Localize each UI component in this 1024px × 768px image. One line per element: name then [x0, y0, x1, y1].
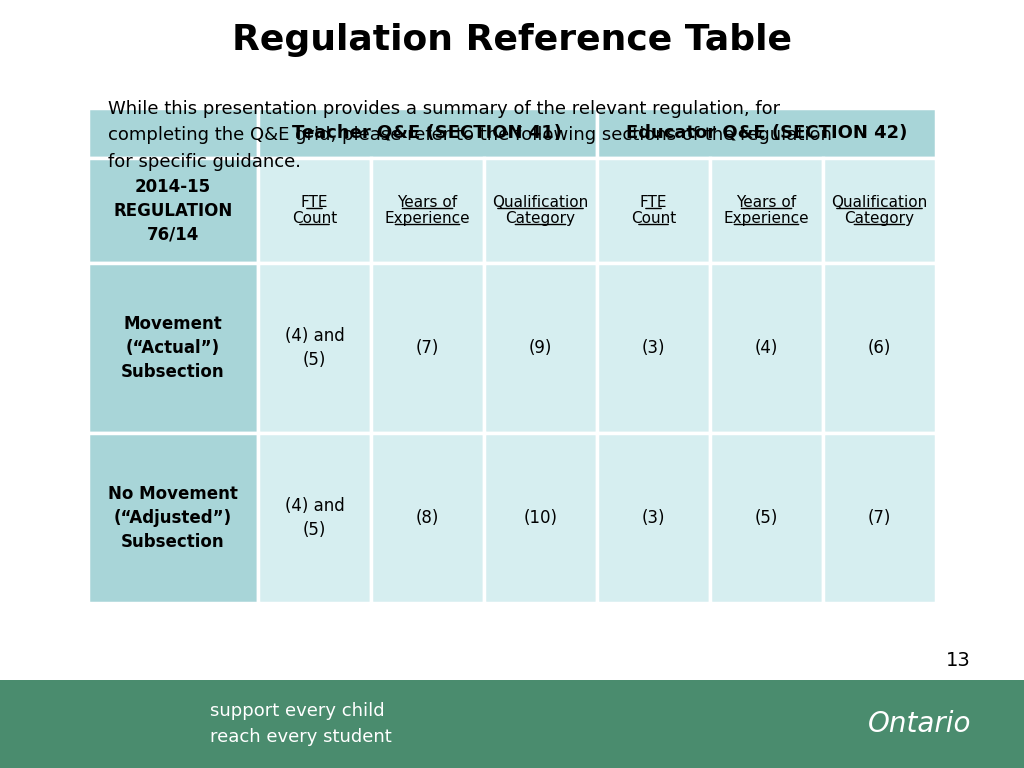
Text: 13: 13: [945, 650, 971, 670]
Bar: [258, 433, 371, 603]
Bar: [371, 158, 484, 263]
Text: (8): (8): [416, 509, 439, 527]
Text: (3): (3): [642, 509, 666, 527]
Text: (4): (4): [755, 339, 778, 357]
Text: (9): (9): [528, 339, 552, 357]
Text: (7): (7): [416, 339, 439, 357]
Text: Category: Category: [506, 211, 575, 226]
Text: Qualification: Qualification: [831, 195, 928, 210]
Text: (4) and
(5): (4) and (5): [285, 327, 344, 369]
Text: (6): (6): [867, 339, 891, 357]
Text: (3): (3): [642, 339, 666, 357]
Text: support every child
reach every student: support every child reach every student: [210, 702, 392, 746]
Text: Regulation Reference Table: Regulation Reference Table: [232, 23, 792, 57]
Bar: [88, 158, 258, 263]
Bar: [371, 263, 484, 433]
Bar: [710, 433, 823, 603]
Text: FTE: FTE: [640, 195, 668, 210]
Text: Years of: Years of: [397, 195, 458, 210]
Text: Experience: Experience: [385, 211, 470, 226]
Text: Experience: Experience: [724, 211, 809, 226]
Bar: [710, 158, 823, 263]
Bar: [0, 680, 1024, 768]
Text: Count: Count: [292, 211, 337, 226]
Bar: [484, 158, 597, 263]
Bar: [710, 263, 823, 433]
Text: Teacher Q&E (SECTION 41): Teacher Q&E (SECTION 41): [293, 124, 562, 142]
Text: No Movement
(“Adjusted”)
Subsection: No Movement (“Adjusted”) Subsection: [109, 485, 238, 551]
Bar: [484, 433, 597, 603]
Bar: [597, 108, 936, 158]
Bar: [597, 433, 710, 603]
Text: (10): (10): [523, 509, 557, 527]
Bar: [258, 158, 371, 263]
Text: While this presentation provides a summary of the relevant regulation, for
compl: While this presentation provides a summa…: [108, 100, 831, 170]
Bar: [823, 158, 936, 263]
Bar: [258, 108, 597, 158]
Bar: [88, 433, 258, 603]
Text: Qualification: Qualification: [493, 195, 589, 210]
Text: Movement
(“Actual”)
Subsection: Movement (“Actual”) Subsection: [121, 316, 225, 381]
Bar: [484, 263, 597, 433]
Bar: [823, 263, 936, 433]
Bar: [823, 433, 936, 603]
Text: (5): (5): [755, 509, 778, 527]
Bar: [597, 158, 710, 263]
Text: FTE: FTE: [301, 195, 329, 210]
Text: 2014-15
REGULATION
76/14: 2014-15 REGULATION 76/14: [114, 178, 232, 243]
Text: Category: Category: [845, 211, 914, 226]
Bar: [88, 108, 258, 158]
Text: (4) and
(5): (4) and (5): [285, 497, 344, 539]
Text: (7): (7): [867, 509, 891, 527]
Text: Ontario: Ontario: [868, 710, 972, 738]
Text: Educator Q&E (SECTION 42): Educator Q&E (SECTION 42): [626, 124, 907, 142]
Bar: [371, 433, 484, 603]
Text: Count: Count: [631, 211, 676, 226]
Text: Years of: Years of: [736, 195, 797, 210]
Bar: [597, 263, 710, 433]
Bar: [258, 263, 371, 433]
Bar: [88, 263, 258, 433]
